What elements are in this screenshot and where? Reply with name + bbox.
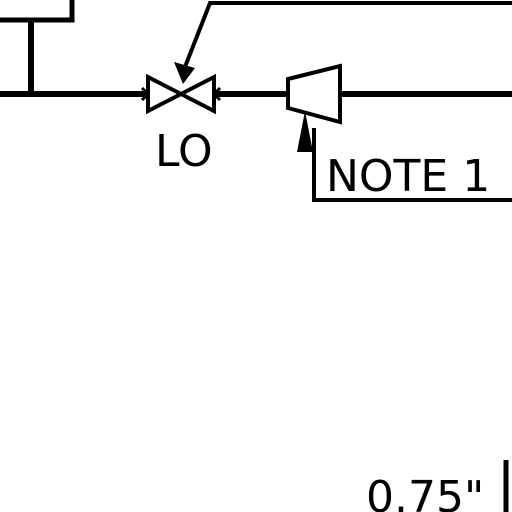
gate-valve-icon xyxy=(140,73,222,115)
reducer-icon xyxy=(286,63,342,125)
note-leader-arrowhead xyxy=(297,111,313,152)
dimension-label: 0.75" xyxy=(366,472,484,512)
valve-leader-arrowhead xyxy=(174,62,195,84)
valve-tag-label: LO xyxy=(155,126,213,177)
valve-leader xyxy=(174,1,512,84)
note-leader xyxy=(297,111,512,202)
note-callout-label: NOTE 1 xyxy=(326,151,490,202)
top-left-box-outline xyxy=(0,0,75,23)
